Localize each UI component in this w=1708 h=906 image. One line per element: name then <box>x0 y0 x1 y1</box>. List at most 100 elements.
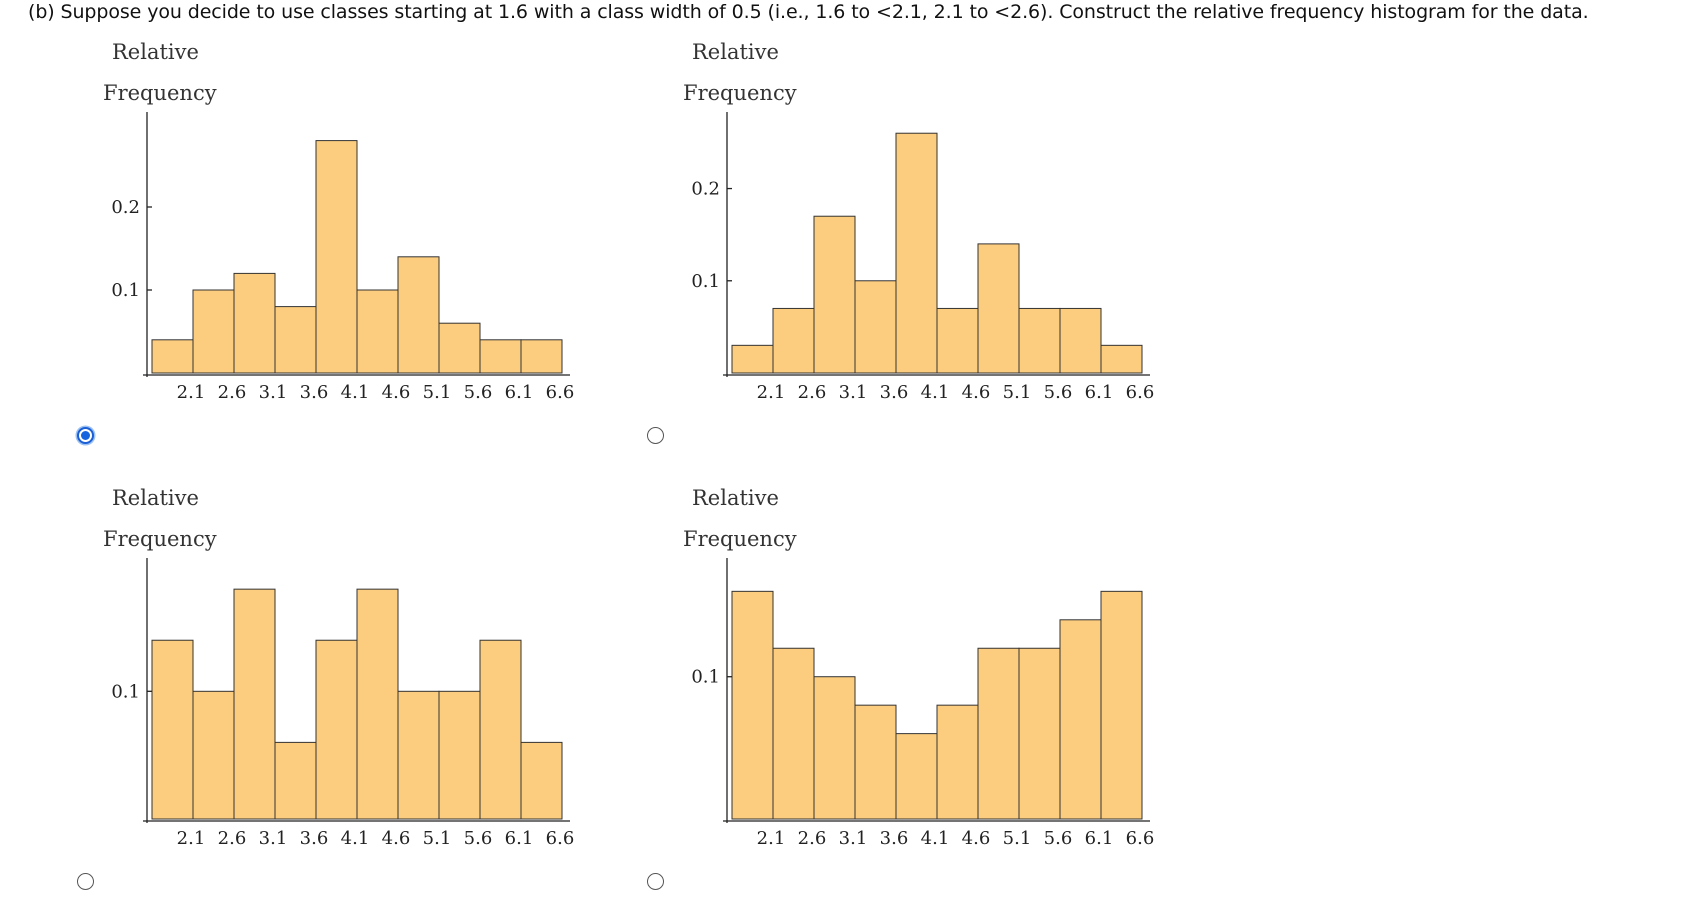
histogram-svg: 0.1 2.1 2.6 3.1 3.6 4.1 4.6 5.1 5.6 6.1 6.6 <box>691 558 1155 849</box>
histogram-bar <box>1100 344 1143 374</box>
histogram-bar <box>977 647 1020 820</box>
x-tick-label: 4.6 <box>962 382 991 403</box>
x-tick-label: 5.1 <box>423 382 452 403</box>
x-tick-label: 5.6 <box>1044 828 1073 849</box>
y-tick-label: 0.1 <box>691 667 720 688</box>
histogram-bar <box>356 588 399 820</box>
y-tick-label: 0.2 <box>691 179 720 200</box>
y-axis-label-line1: Relative <box>692 486 779 510</box>
y-axis-label-line2: Frequency <box>103 81 217 105</box>
histogram-bar <box>274 741 317 820</box>
x-tick-label: 2.1 <box>177 382 206 403</box>
x-tick-label: 6.6 <box>1126 828 1155 849</box>
histogram-bar <box>813 215 856 374</box>
histogram-bar <box>233 272 276 374</box>
histogram-bar <box>1059 307 1102 374</box>
x-tick-label: 4.1 <box>341 828 370 849</box>
x-tick-label: 5.6 <box>464 828 493 849</box>
y-tick-label: 0.1 <box>111 681 140 702</box>
y-axis-label-line2: Frequency <box>103 527 217 551</box>
option-a-radio[interactable] <box>77 427 94 444</box>
histogram-bar <box>520 339 563 374</box>
option-c-radio[interactable] <box>77 873 94 890</box>
histogram-bar <box>772 647 815 820</box>
histogram-svg: 0.1 0.2 2.1 2.6 3.1 3.6 4.1 4.6 5.1 5.6 6.1 6.6 <box>111 112 574 403</box>
option-d-radio[interactable] <box>647 873 664 890</box>
x-tick-label: 5.1 <box>423 828 452 849</box>
histogram-bar <box>151 339 194 374</box>
histogram-bar <box>895 733 938 820</box>
histogram-bar <box>1059 619 1102 820</box>
x-tick-label: 6.1 <box>1085 382 1114 403</box>
histogram-bar <box>397 256 440 374</box>
histogram-bar <box>479 639 522 820</box>
histogram-bar <box>936 307 979 374</box>
histogram-bar <box>731 590 774 820</box>
histogram-bar <box>438 322 481 374</box>
histogram-bar <box>192 690 235 820</box>
x-tick-label: 3.1 <box>259 382 288 403</box>
histogram-svg: 0.1 0.2 2.1 2.6 3.1 3.6 4.1 4.6 5.1 5.6 6.1 6.6 <box>691 112 1155 403</box>
x-tick-label: 4.6 <box>382 828 411 849</box>
x-tick-label: 2.6 <box>218 382 247 403</box>
histogram-bar <box>192 289 235 374</box>
y-axis-label-line1: Relative <box>692 40 779 64</box>
histogram-bar <box>233 588 276 820</box>
y-axis-label-line1: Relative <box>112 486 199 510</box>
x-tick-label: 4.6 <box>382 382 411 403</box>
histogram-bar <box>151 639 194 820</box>
y-tick-label: 0.2 <box>111 197 140 218</box>
histogram-option-b: Relative Frequency 0.1 0.2 2.1 2.6 3.1 3.6 4.1… <box>660 40 1240 460</box>
histogram-bar <box>772 307 815 374</box>
histogram-bar <box>1100 590 1143 820</box>
histogram-option-a: Relative Frequency 0.1 0.2 2.1 2.6 3.1 3.6 4.1… <box>80 40 660 460</box>
histogram-bar <box>397 690 440 820</box>
histogram-svg: 0.1 2.1 2.6 3.1 3.6 4.1 4.6 5.1 5.6 6.1 6.6 <box>111 558 575 849</box>
x-tick-label: 3.6 <box>880 382 909 403</box>
y-tick-label: 0.1 <box>111 280 140 301</box>
histogram-bar <box>479 339 522 374</box>
x-tick-label: 3.6 <box>300 382 329 403</box>
x-tick-label: 2.6 <box>798 382 827 403</box>
x-tick-label: 5.1 <box>1003 382 1032 403</box>
question-text: (b) Suppose you decide to use classes st… <box>28 1 1589 23</box>
histogram-bar <box>438 690 481 820</box>
y-axis-label-line2: Frequency <box>683 527 797 551</box>
histogram-bar <box>1018 647 1061 820</box>
histogram-bar <box>1018 307 1061 374</box>
option-b-radio[interactable] <box>647 427 664 444</box>
x-tick-label: 2.1 <box>757 382 786 403</box>
histogram-option-d: Relative Frequency 0.1 2.1 2.6 3.1 3.6 4.1 4.6… <box>660 486 1240 906</box>
x-tick-label: 3.1 <box>259 828 288 849</box>
x-tick-label: 5.6 <box>464 382 493 403</box>
x-tick-label: 2.6 <box>798 828 827 849</box>
x-tick-label: 4.1 <box>341 382 370 403</box>
y-axis-label-line2: Frequency <box>683 81 797 105</box>
histogram-bar <box>356 289 399 374</box>
histogram-bar <box>936 704 979 820</box>
histogram-bar <box>731 344 774 374</box>
x-tick-label: 3.1 <box>839 382 868 403</box>
histogram-bar <box>315 140 358 374</box>
histogram-bar <box>895 132 938 374</box>
histogram-option-c: Relative Frequency 0.1 2.1 2.6 3.1 3.6 4.1 4.6… <box>80 486 660 906</box>
histogram-bar <box>274 306 317 374</box>
x-tick-label: 6.6 <box>1126 382 1155 403</box>
x-tick-label: 3.6 <box>300 828 329 849</box>
histogram-bar <box>520 741 563 820</box>
histogram-bar <box>315 639 358 820</box>
x-tick-label: 4.1 <box>921 382 950 403</box>
x-tick-label: 5.1 <box>1003 828 1032 849</box>
histogram-bar <box>977 243 1020 374</box>
histogram-bar <box>854 280 897 374</box>
histogram-bar <box>854 704 897 820</box>
x-tick-label: 2.6 <box>218 828 247 849</box>
x-tick-label: 6.6 <box>546 828 575 849</box>
histogram-bar <box>813 676 856 820</box>
x-tick-label: 6.1 <box>1085 828 1114 849</box>
y-tick-label: 0.1 <box>691 271 720 292</box>
x-tick-label: 6.1 <box>505 828 534 849</box>
x-tick-label: 5.6 <box>1044 382 1073 403</box>
x-tick-label: 6.1 <box>505 382 534 403</box>
x-tick-label: 3.6 <box>880 828 909 849</box>
